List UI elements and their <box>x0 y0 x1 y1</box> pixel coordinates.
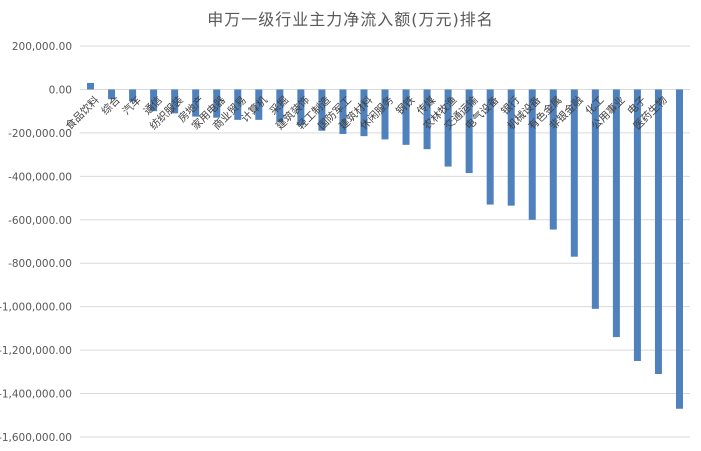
bar <box>675 89 683 409</box>
x-tick-label: 钢铁 <box>393 93 417 117</box>
y-tick-label: -1,600,000.00 <box>0 432 72 444</box>
bar <box>150 89 158 112</box>
bar <box>129 89 137 102</box>
y-tick-label: -200,000.00 <box>8 128 72 140</box>
chart-title: 申万一级行业主力净流入额(万元)排名 <box>207 10 494 29</box>
bar <box>402 89 410 145</box>
bar <box>108 89 116 100</box>
bar <box>549 89 557 230</box>
bar <box>87 82 95 90</box>
bar <box>612 89 620 338</box>
bar <box>381 89 389 140</box>
x-tick-label: 食品饮料 <box>63 93 102 132</box>
bar <box>318 89 326 131</box>
bar <box>528 89 536 220</box>
bar <box>507 89 515 206</box>
y-tick-label: -400,000.00 <box>8 171 72 183</box>
bar <box>213 89 221 118</box>
x-tick-label: 汽车 <box>120 93 144 117</box>
bar <box>423 89 431 150</box>
bar <box>570 89 578 257</box>
bar <box>465 89 473 174</box>
bar <box>297 89 305 126</box>
bar <box>444 89 452 167</box>
y-tick-label: -600,000.00 <box>8 215 72 227</box>
y-tick-label: -1,000,000.00 <box>0 302 72 314</box>
bar <box>591 89 599 309</box>
bar <box>633 89 641 361</box>
bar <box>654 89 662 375</box>
bar <box>339 89 347 134</box>
bar <box>171 89 179 114</box>
bar <box>360 89 368 137</box>
bar <box>234 89 242 120</box>
y-tick-label: -800,000.00 <box>8 258 72 270</box>
x-tick-label: 综合 <box>99 93 123 117</box>
y-tick-label: -1,400,000.00 <box>0 389 72 401</box>
bar <box>192 89 200 117</box>
bar <box>486 89 494 205</box>
y-tick-label: 0.00 <box>49 84 72 96</box>
y-tick-label: 200,000.00 <box>12 41 72 53</box>
bar <box>255 89 263 120</box>
y-tick-label: -1,200,000.00 <box>0 345 72 357</box>
bar <box>276 89 284 123</box>
